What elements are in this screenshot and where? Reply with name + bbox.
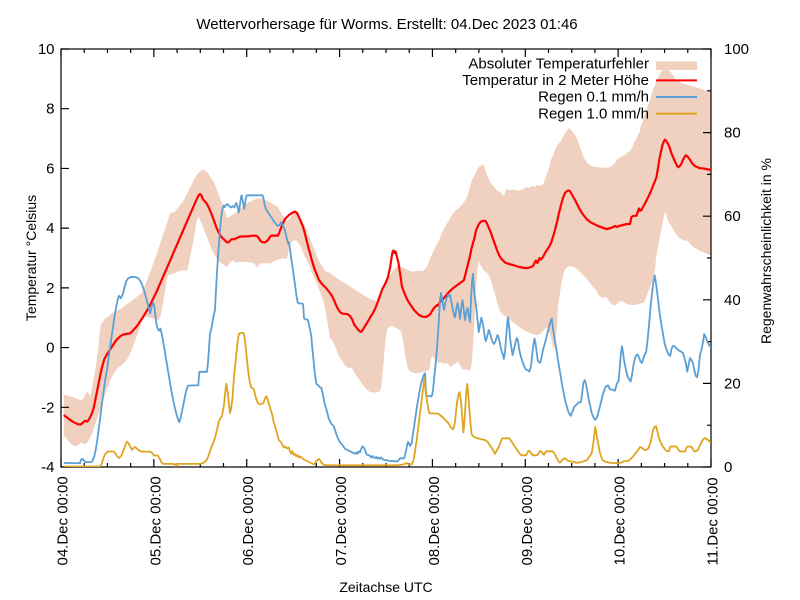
svg-text:05.Dec 00:00: 05.Dec 00:00 — [147, 476, 164, 565]
svg-text:20: 20 — [724, 375, 741, 392]
svg-text:06.Dec 00:00: 06.Dec 00:00 — [240, 476, 257, 565]
svg-text:0: 0 — [724, 459, 732, 476]
svg-text:Zeitachse UTC: Zeitachse UTC — [339, 579, 432, 595]
svg-text:40: 40 — [724, 292, 741, 309]
svg-text:Regen 0.1 mm/h: Regen 0.1 mm/h — [538, 89, 649, 106]
svg-text:Regen 1.0 mm/h: Regen 1.0 mm/h — [538, 105, 649, 122]
svg-text:10: 10 — [38, 41, 55, 58]
svg-text:07.Dec 00:00: 07.Dec 00:00 — [333, 476, 350, 565]
svg-text:4: 4 — [46, 220, 54, 237]
svg-text:Regenwahrscheinlichkeit in %: Regenwahrscheinlichkeit in % — [758, 158, 774, 344]
svg-text:8: 8 — [46, 101, 54, 118]
svg-text:10.Dec 00:00: 10.Dec 00:00 — [612, 476, 629, 565]
svg-text:2: 2 — [46, 280, 54, 297]
svg-text:80: 80 — [724, 125, 741, 142]
svg-text:-4: -4 — [41, 459, 54, 476]
svg-text:Wettervorhersage für Worms. Er: Wettervorhersage für Worms. Erstellt: 04… — [196, 16, 577, 33]
svg-text:6: 6 — [46, 160, 54, 177]
svg-text:100: 100 — [724, 41, 749, 58]
svg-text:Absoluter Temperaturfehler: Absoluter Temperaturfehler — [468, 56, 649, 73]
svg-text:04.Dec 00:00: 04.Dec 00:00 — [55, 476, 72, 565]
svg-text:08.Dec 00:00: 08.Dec 00:00 — [426, 476, 443, 565]
svg-text:60: 60 — [724, 208, 741, 225]
svg-text:Temperatur in 2 Meter Höhe: Temperatur in 2 Meter Höhe — [462, 72, 649, 89]
svg-text:11.Dec 00:00: 11.Dec 00:00 — [705, 477, 722, 565]
svg-text:-2: -2 — [41, 399, 54, 416]
svg-text:0: 0 — [46, 340, 54, 357]
svg-text:Temperatur °Celsius: Temperatur °Celsius — [23, 195, 39, 321]
svg-text:09.Dec 00:00: 09.Dec 00:00 — [519, 476, 536, 565]
